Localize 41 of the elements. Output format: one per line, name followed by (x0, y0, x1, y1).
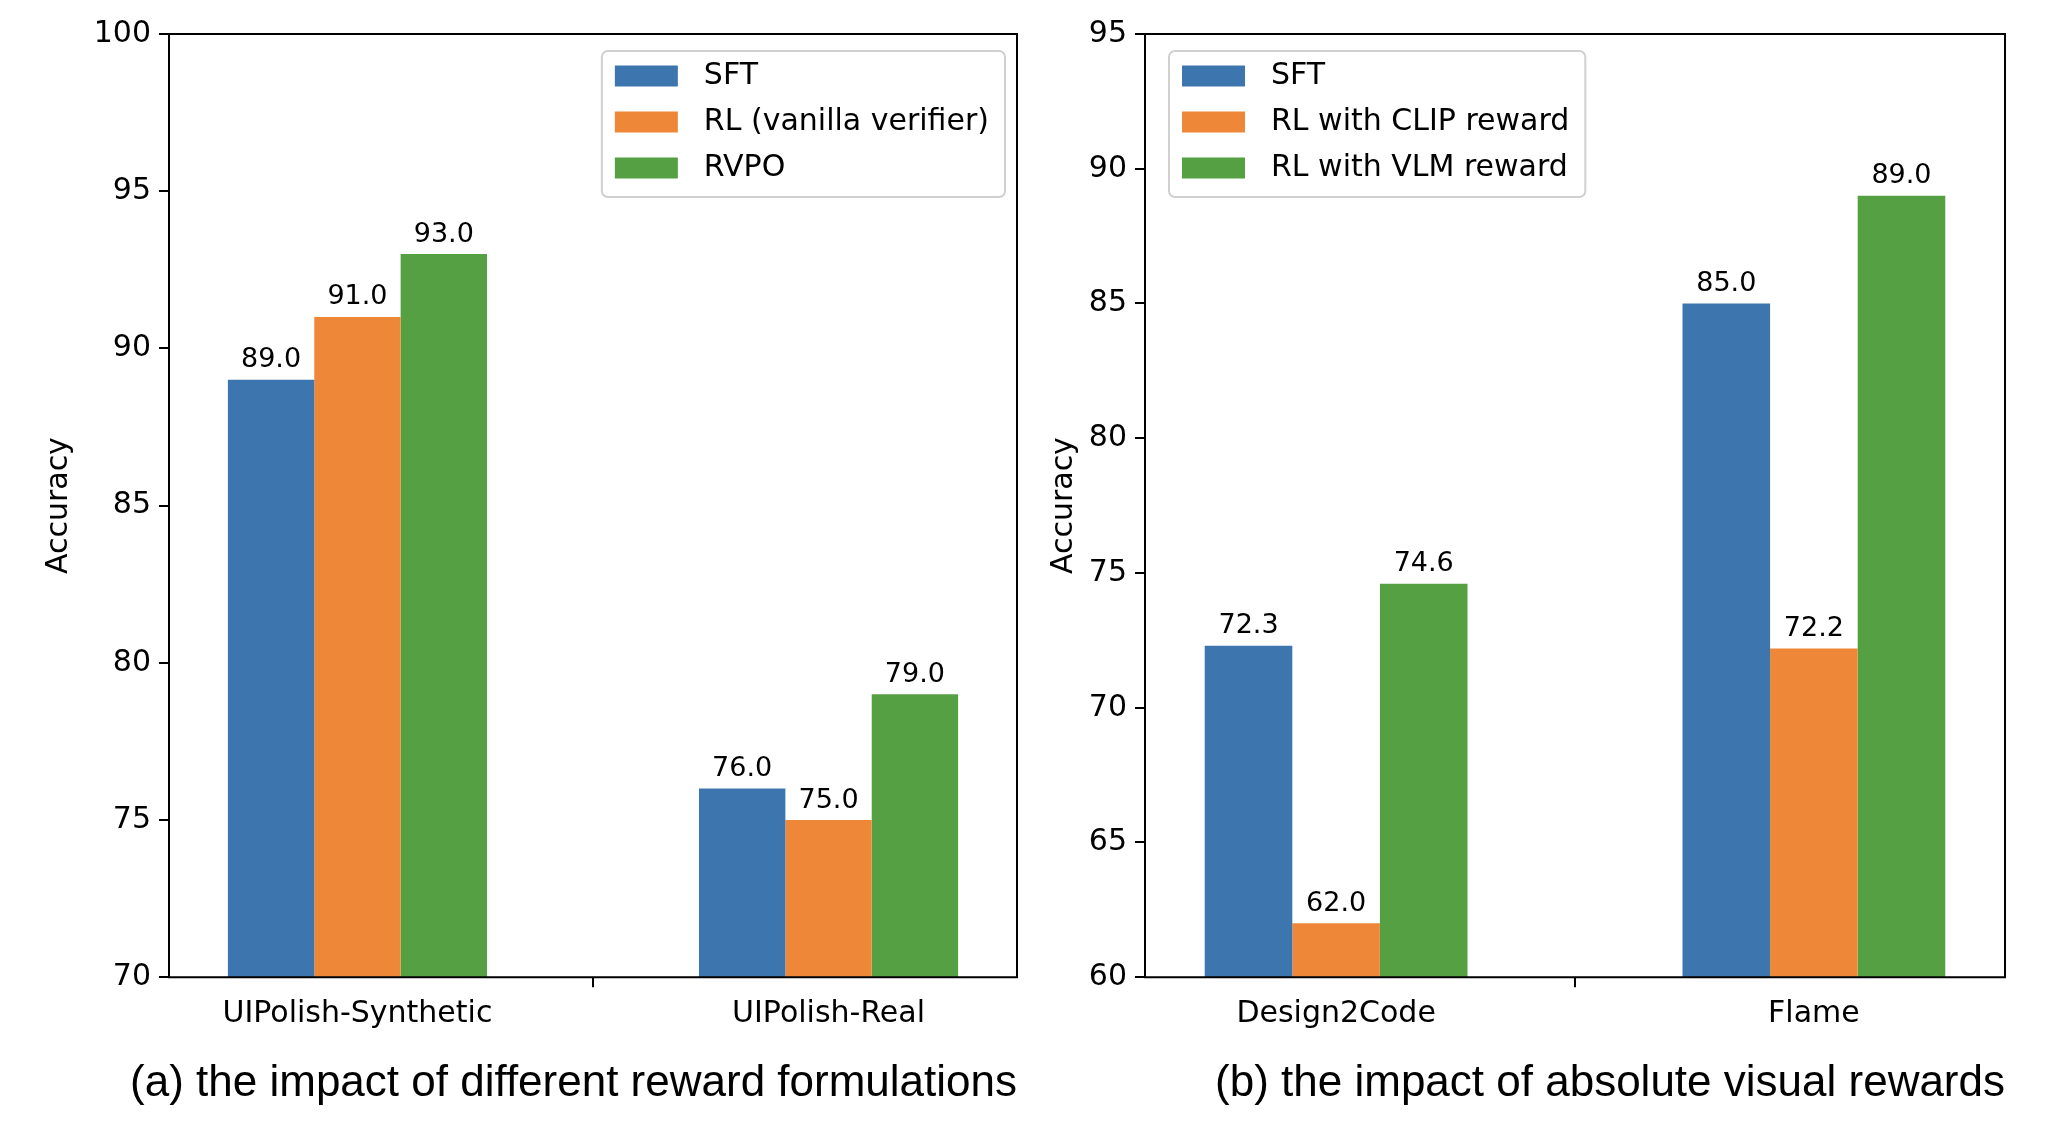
y-tick-label: 100 (93, 13, 151, 49)
text: (b) the impact of absolute visual rewards (1215, 1055, 2005, 1105)
y-tick-label: 70 (112, 957, 151, 992)
y-axis-title: Accuracy (1043, 437, 1079, 575)
x-tick-label: Flame (1768, 994, 1860, 1029)
y-tick-label: 95 (1088, 13, 1127, 49)
data-label: 85.0 (1696, 266, 1757, 297)
data-label: 72.2 (1783, 610, 1844, 642)
data-label: 93.0 (413, 216, 474, 248)
y-tick-label: 90 (1088, 148, 1127, 184)
y-tick-label: 80 (112, 642, 151, 678)
data-label: 79.0 (884, 656, 945, 688)
data-label: 89.0 (1871, 158, 1932, 190)
legend-label: RVPO (703, 147, 786, 183)
text: (a) the impact of different reward formulations (130, 1055, 1017, 1105)
x-tick-label: UIPolish-Real (732, 994, 926, 1029)
x-tick-label: UIPolish-Synthetic (222, 994, 493, 1029)
y-tick-label: 75 (1088, 552, 1127, 588)
legend-label: RL (vanilla verifier) (703, 101, 990, 137)
y-tick-label: 95 (112, 171, 151, 206)
data-label: 62.0 (1306, 885, 1367, 917)
x-tick-label: Design2Code (1236, 994, 1436, 1029)
data-label: 91.0 (327, 279, 388, 311)
data-label: 72.3 (1218, 608, 1279, 640)
y-tick-label: 85 (112, 485, 151, 521)
legend-label: SFT (1271, 55, 1326, 91)
y-tick-label: 80 (1088, 418, 1127, 454)
y-tick-label: 60 (1088, 957, 1127, 992)
y-tick-label: 75 (112, 799, 151, 835)
legend-label: RL with CLIP reward (1271, 101, 1570, 137)
y-tick-label: 85 (1088, 283, 1127, 319)
y-axis-title: Accuracy (38, 437, 74, 575)
data-label: 89.0 (241, 342, 302, 374)
legend-label: SFT (703, 55, 759, 91)
y-tick-label: 65 (1088, 822, 1127, 858)
legend-label: RL with VLM reward (1271, 147, 1568, 183)
y-tick-label: 70 (1088, 687, 1127, 723)
y-tick-label: 90 (112, 328, 151, 364)
data-label: 75.0 (798, 782, 859, 814)
data-label: 74.6 (1393, 546, 1454, 578)
data-label: 76.0 (712, 751, 773, 783)
